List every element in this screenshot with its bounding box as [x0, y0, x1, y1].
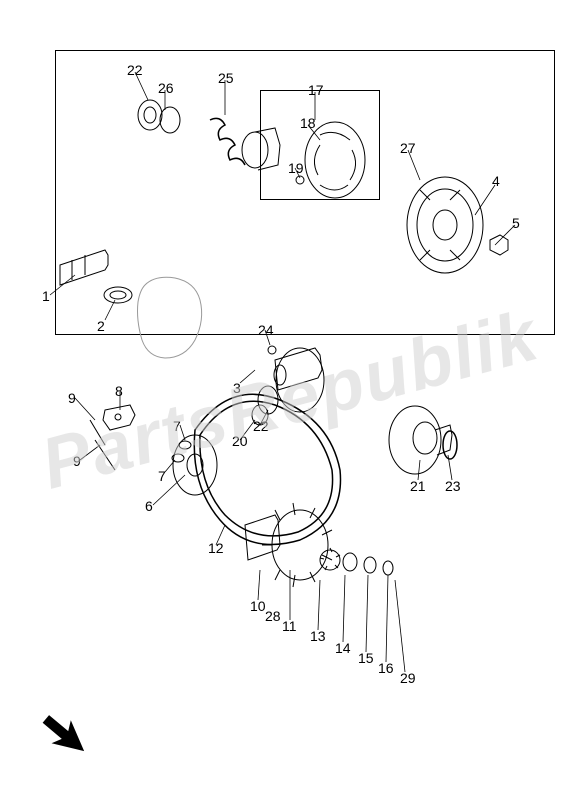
callout-7: 7 — [158, 468, 166, 484]
callout-22: 22 — [127, 62, 143, 78]
callout-29: 29 — [400, 670, 416, 686]
callout-28: 28 — [265, 608, 281, 624]
callout-13: 13 — [310, 628, 326, 644]
callout-9: 9 — [73, 453, 81, 469]
callout-12: 12 — [208, 540, 224, 556]
callout-23: 23 — [445, 478, 461, 494]
callout-14: 14 — [335, 640, 351, 656]
exploded-diagram: PartsRepublik — [0, 0, 580, 800]
callout-4: 4 — [492, 173, 500, 189]
callout-17: 17 — [308, 82, 324, 98]
callout-21: 21 — [410, 478, 426, 494]
callout-6: 6 — [145, 498, 153, 514]
parts-illustration — [0, 0, 580, 800]
callout-25: 25 — [218, 70, 234, 86]
callout-10: 10 — [250, 598, 266, 614]
callout-22: 22 — [253, 418, 269, 434]
callout-16: 16 — [378, 660, 394, 676]
callout-9: 9 — [68, 390, 76, 406]
callout-19: 19 — [288, 160, 304, 176]
callout-2: 2 — [97, 318, 105, 334]
callout-20: 20 — [232, 433, 248, 449]
callout-1: 1 — [42, 288, 50, 304]
callout-24: 24 — [258, 322, 274, 338]
callout-5: 5 — [512, 215, 520, 231]
callout-18: 18 — [300, 115, 316, 131]
callout-11: 11 — [282, 618, 297, 634]
callout-15: 15 — [358, 650, 374, 666]
callout-27: 27 — [400, 140, 416, 156]
callout-7: 7 — [173, 418, 181, 434]
callout-3: 3 — [233, 380, 241, 396]
callout-8: 8 — [115, 383, 123, 399]
callout-26: 26 — [158, 80, 174, 96]
